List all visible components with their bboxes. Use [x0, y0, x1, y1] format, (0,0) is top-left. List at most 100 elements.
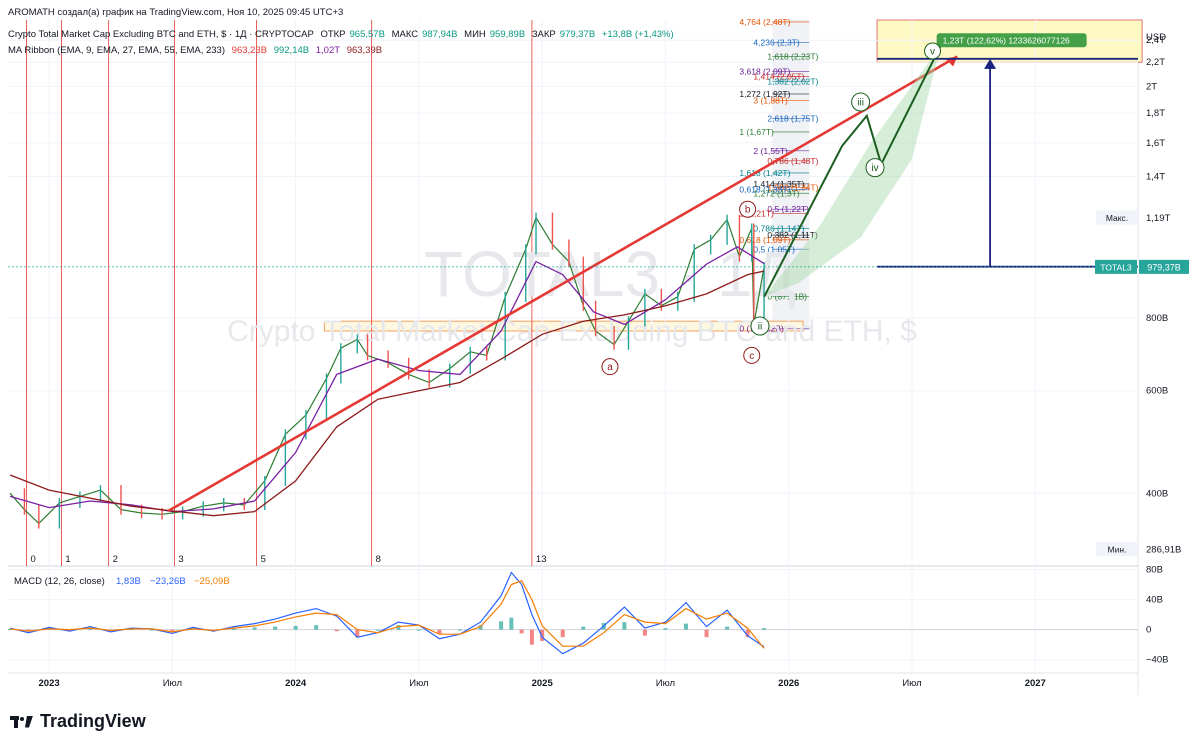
ma-ribbon-legend[interactable]: MA Ribbon (EMA, 9, EMA, 27, EMA, 55, EMA…: [8, 45, 386, 56]
time-tick-label: 2025: [532, 678, 554, 689]
tradingview-brand[interactable]: TradingView: [10, 711, 146, 732]
macd-histogram-bar[interactable]: [232, 628, 236, 630]
macd-histogram-bar[interactable]: [684, 623, 688, 630]
macd-histogram-bar[interactable]: [149, 629, 154, 631]
macd-histogram-bar[interactable]: [314, 625, 319, 630]
author-line: AROMATH создал(а) график на TradingView.…: [8, 7, 347, 18]
wave-label: c: [749, 351, 754, 362]
cycle-lines-layer: 0 1 2 3 5 8 13: [26, 20, 546, 566]
fib-level-label: 1,272 (1,3Т): [753, 188, 799, 198]
macd-histogram-bar[interactable]: [581, 626, 586, 630]
macd-histogram-bar[interactable]: [67, 629, 72, 632]
macd-histogram-bar[interactable]: [252, 627, 257, 630]
ma-value: 1,02Т: [315, 45, 341, 56]
wave-marker[interactable]: [865, 158, 885, 178]
cycle-label: 8: [376, 554, 381, 565]
macd-histogram-bar[interactable]: [725, 626, 730, 630]
macd-histogram-bar[interactable]: [170, 629, 175, 632]
fib-level-label: 2,618 (1,75Т): [767, 114, 818, 124]
ma-value: 963,23В: [231, 45, 268, 56]
macd-histogram-bar[interactable]: [762, 628, 767, 630]
macd-signal-line[interactable]: [10, 580, 765, 649]
fib-level-label: 0,5 (1,22Т): [767, 204, 809, 214]
moving-average-line[interactable]: [9, 270, 765, 517]
price-tick-label: 2,4Т: [1146, 35, 1165, 46]
projection-cone: [764, 45, 941, 297]
wave-marker[interactable]: [739, 200, 757, 218]
projection-label-pill: [936, 33, 1087, 48]
brand-name: TradingView: [40, 711, 146, 731]
macd-histogram-bar[interactable]: [663, 628, 668, 630]
cycle-label: 1: [65, 554, 70, 565]
macd-histogram-bar[interactable]: [375, 629, 380, 631]
fib-level-label: 0,618 (1,33Т): [739, 184, 790, 194]
fib-level-label: 0,5 (1,05Т): [753, 244, 795, 254]
time-tick-label: Июл: [656, 678, 675, 689]
high-value: 987,94В: [422, 29, 458, 40]
price-tick-label: 2Т: [1146, 81, 1157, 92]
min-marker-label: Мин.: [1108, 545, 1127, 555]
fib-level-label: 0 (871,1В): [767, 291, 807, 301]
macd-legend-value: −25,09В: [194, 576, 230, 587]
wave-marker[interactable]: [924, 42, 942, 60]
macd-histogram-bar[interactable]: [622, 622, 627, 630]
wave-label: iii: [857, 97, 864, 108]
trendline[interactable]: [167, 55, 958, 513]
macd-histogram-bar[interactable]: [26, 629, 31, 632]
fib-level-label: 0,786 (1,48Т): [767, 156, 818, 166]
watermark-symbol: TOTAL3 · 1Д: [424, 238, 796, 310]
macd-histogram-bar[interactable]: [416, 629, 421, 631]
macd-tick-label: 80В: [1146, 565, 1163, 576]
time-tick-label: 2023: [39, 678, 60, 689]
macd-histogram-bar[interactable]: [478, 625, 483, 630]
macd-histogram-bar[interactable]: [88, 628, 93, 630]
time-tick-label: Июл: [409, 678, 428, 689]
wave-label: iv: [871, 163, 878, 174]
macd-histogram-bar[interactable]: [519, 629, 524, 634]
wave-label: v: [930, 46, 935, 57]
macd-histogram-bar[interactable]: [334, 629, 339, 632]
macd-tick-label: −40В: [1146, 655, 1168, 666]
wave-marker[interactable]: [743, 346, 761, 364]
macd-legend-value: −23,26В: [150, 576, 186, 587]
measure-arrowhead: [984, 58, 997, 69]
macd-histogram-bar[interactable]: [509, 617, 514, 630]
last-price-symbol-badge: [1095, 259, 1137, 274]
symbol-legend[interactable]: Crypto Total Market Cap Excluding BTC an…: [8, 29, 678, 40]
wave-marker[interactable]: [601, 358, 619, 376]
macd-histogram-bar[interactable]: [745, 629, 750, 638]
fib-level-label: 0,786 (1,14Т): [753, 223, 804, 233]
tradingview-logo-icon: [10, 714, 34, 730]
macd-tick-label: 0: [1146, 625, 1151, 636]
wave-label: ii: [758, 322, 762, 333]
price-tick-label: 1,6Т: [1146, 138, 1165, 149]
macd-histogram-bar[interactable]: [560, 629, 565, 638]
macd-histogram-bar[interactable]: [529, 629, 534, 645]
projection-path[interactable]: [763, 45, 942, 298]
open-value: 965,57В: [349, 29, 385, 40]
macd-histogram-bar[interactable]: [293, 625, 298, 630]
max-marker-value: 1,19Т: [1146, 213, 1170, 224]
fib-level-label: 4,764 (2,48Т): [739, 17, 790, 27]
wave-marker[interactable]: [750, 316, 770, 336]
price-tick-label: 1,4Т: [1146, 172, 1165, 183]
macd-histogram-bar[interactable]: [437, 629, 442, 635]
last-price-badge: [1139, 259, 1189, 274]
support-zone[interactable]: [323, 320, 804, 332]
macd-histogram-bar[interactable]: [499, 621, 504, 630]
macd-histogram-bar[interactable]: [642, 629, 647, 636]
fib-level-label: 1 (1,67Т): [739, 127, 774, 137]
macd-histogram-bar[interactable]: [355, 629, 360, 638]
macd-histogram-bar[interactable]: [458, 629, 462, 631]
macd-histogram-bar[interactable]: [540, 629, 545, 641]
macd-histogram-bar[interactable]: [273, 626, 278, 630]
macd-histogram-bar[interactable]: [396, 625, 401, 630]
cycle-label: 5: [261, 554, 266, 565]
wave-marker[interactable]: [851, 92, 871, 112]
wave-label: b: [745, 205, 751, 216]
macd-histogram-bar[interactable]: [704, 629, 709, 638]
fib-level-label: 3,618 (2,09Т): [739, 67, 790, 77]
price-tick-label: 1,8Т: [1146, 108, 1165, 119]
chart-frame: [8, 20, 1139, 695]
